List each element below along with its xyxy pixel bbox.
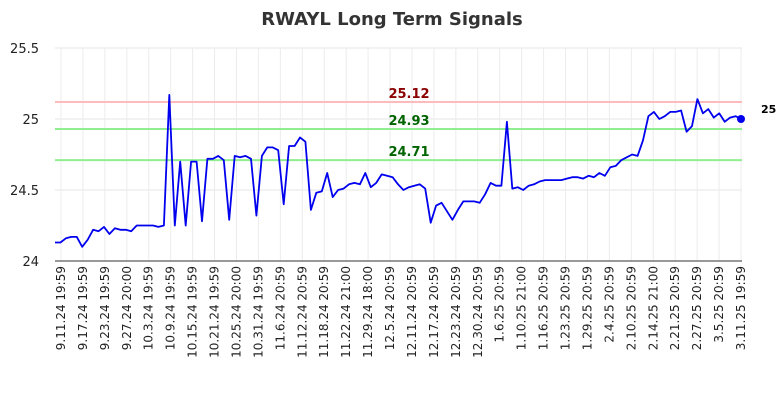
- axes: 25.5 25 24.5 24 9.11.24 19:59 9.17.24 19:59 9.…: [10, 42, 748, 358]
- x-tick-label: 10.15.24 19:59: [186, 266, 200, 358]
- price-line: [55, 94, 742, 248]
- y-tick-label: 25: [22, 113, 39, 128]
- y-tick-label: 24: [22, 255, 39, 270]
- x-tick-label: 2.21.25 20:59: [668, 266, 682, 350]
- x-tick-label: 1.16.25 20:59: [537, 266, 551, 350]
- signal-line-label: 25.12: [388, 87, 429, 102]
- x-tick-label: 10.9.24 19:59: [164, 266, 178, 350]
- x-tick-label: 12.11.24 20:59: [405, 266, 419, 358]
- x-tick-label: 1.29.25 20:59: [580, 266, 594, 350]
- x-tick-label: 12.30.24 20:59: [471, 266, 485, 358]
- x-tick-label: 2.10.25 20:59: [624, 266, 638, 350]
- x-tick-label: 9.17.24 19:59: [76, 266, 90, 350]
- x-tick-label: 2.27.25 20:59: [690, 266, 704, 350]
- series: [54, 94, 745, 248]
- x-tick-label: 11.18.24 20:59: [317, 266, 331, 358]
- x-tick-label: 3.11.25 19:59: [734, 266, 748, 350]
- y-tick-label: 24.5: [10, 184, 39, 199]
- x-tick-label: 10.25.24 20:00: [229, 266, 243, 358]
- grid: [55, 47, 742, 262]
- x-tick-label: 10.31.24 19:59: [251, 266, 265, 358]
- x-tick-label: 11.22.24 21:00: [339, 266, 353, 358]
- x-tick-label: 11.29.24 18:00: [361, 266, 375, 358]
- x-tick-label: 1.23.25 20:59: [559, 266, 573, 350]
- last-value-marker: [737, 115, 745, 123]
- labels: 25.12 24.93 24.71 25: [388, 87, 776, 160]
- x-tick-label: 12.23.24 20:59: [449, 266, 463, 358]
- signal-line-label: 24.71: [388, 145, 429, 160]
- x-tick-label: 1.10.25 21:00: [515, 266, 529, 350]
- x-tick-label: 10.3.24 19:59: [142, 266, 156, 350]
- signal-line-label: 24.93: [388, 114, 429, 129]
- x-tick-label: 11.12.24 20:59: [295, 266, 309, 358]
- x-tick-label: 10.21.24 19:59: [208, 266, 222, 358]
- x-tick-label: 1.6.25 20:59: [493, 266, 507, 343]
- y-tick-label: 25.5: [10, 42, 39, 57]
- x-tick-label: 2.4.25 20:59: [602, 266, 616, 343]
- last-value-label: 25: [761, 103, 776, 116]
- x-tick-label: 9.23.24 19:59: [98, 266, 112, 350]
- x-tick-label: 9.27.24 20:00: [120, 266, 134, 350]
- x-tick-label: 2.14.25 21:00: [646, 266, 660, 350]
- x-tick-label: 11.6.24 20:59: [273, 266, 287, 350]
- x-tick-label: 12.17.24 20:59: [427, 266, 441, 358]
- chart-title: RWAYL Long Term Signals: [261, 9, 523, 30]
- x-tick-label: 12.5.24 20:59: [383, 266, 397, 350]
- x-tick-label: 9.11.24 19:59: [54, 266, 68, 350]
- x-tick-label: 3.5.25 20:59: [712, 266, 726, 343]
